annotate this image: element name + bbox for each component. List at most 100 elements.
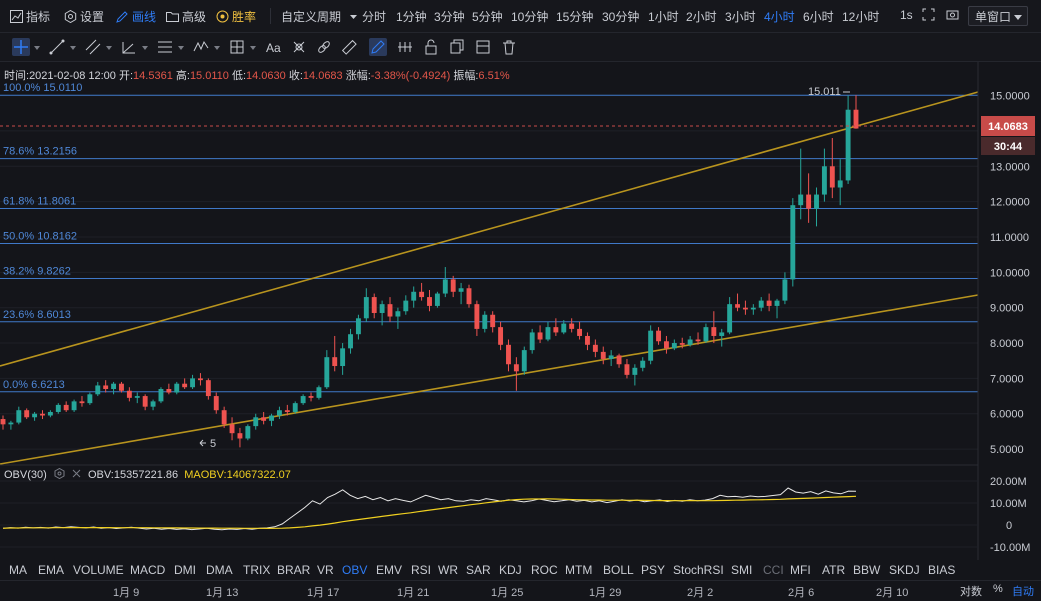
- copy-tool[interactable]: [448, 38, 466, 56]
- indicator-tab-emv[interactable]: EMV: [376, 563, 403, 577]
- candle-body[interactable]: [624, 364, 630, 375]
- candle-body[interactable]: [300, 396, 306, 404]
- candle-body[interactable]: [790, 205, 796, 280]
- chart-area[interactable]: 100.0% 15.0110 78.6% 13.2156 61.8% 11.8061…: [0, 62, 1041, 580]
- log-scale-toggle[interactable]: 对数: [960, 586, 982, 598]
- candle-body[interactable]: [782, 279, 788, 301]
- candle-body[interactable]: [774, 300, 780, 306]
- period-tab-4h[interactable]: 4小时: [764, 10, 795, 24]
- candle-body[interactable]: [308, 396, 314, 398]
- channel-tool[interactable]: [84, 38, 102, 56]
- indicator-tab-sar[interactable]: SAR: [466, 563, 491, 577]
- candle-body[interactable]: [648, 330, 654, 361]
- candle-body[interactable]: [837, 180, 843, 188]
- candle-body[interactable]: [758, 300, 764, 308]
- window-mode-select[interactable]: 单窗口: [968, 6, 1028, 26]
- unlock-tool[interactable]: [422, 38, 440, 56]
- indicator-tab-mtm[interactable]: MTM: [565, 563, 593, 577]
- angle-tool[interactable]: [120, 38, 138, 56]
- candle-body[interactable]: [316, 387, 322, 398]
- indicator-tab-psy[interactable]: PSY: [641, 563, 666, 577]
- candle-body[interactable]: [498, 327, 504, 345]
- candle-body[interactable]: [166, 388, 172, 393]
- indicator-tab-boll[interactable]: BOLL: [603, 563, 634, 577]
- measure-tool[interactable]: [228, 38, 246, 56]
- candle-body[interactable]: [798, 194, 804, 206]
- candle-body[interactable]: [513, 364, 519, 372]
- candle-body[interactable]: [134, 396, 140, 398]
- candle-body[interactable]: [663, 341, 669, 349]
- candle-body[interactable]: [190, 378, 196, 388]
- indicator-tab-ma[interactable]: MA: [9, 563, 27, 577]
- period-tab-2h[interactable]: 2小时: [686, 10, 717, 24]
- candle-body[interactable]: [24, 410, 30, 418]
- candle-body[interactable]: [521, 350, 527, 372]
- candle-body[interactable]: [150, 401, 156, 407]
- candle-body[interactable]: [47, 411, 53, 416]
- period-tab-3min[interactable]: 3分钟: [434, 10, 465, 24]
- draw-mode-tool[interactable]: [369, 38, 387, 56]
- indicator-tab-ema[interactable]: EMA: [38, 563, 65, 577]
- lock-tool[interactable]: [396, 38, 414, 56]
- delete-tool[interactable]: [500, 38, 518, 56]
- candle-body[interactable]: [111, 383, 117, 389]
- percent-scale-toggle[interactable]: %: [993, 583, 1003, 595]
- candle-body[interactable]: [703, 327, 709, 342]
- candle-body[interactable]: [695, 339, 701, 342]
- candle-body[interactable]: [632, 367, 638, 375]
- candle-body[interactable]: [829, 166, 835, 188]
- candle-body[interactable]: [616, 355, 622, 365]
- draw-button[interactable]: 画线: [116, 8, 156, 25]
- indicator-tab-dmi[interactable]: DMI: [174, 563, 196, 577]
- candle-body[interactable]: [198, 378, 203, 381]
- candle-body[interactable]: [158, 388, 164, 402]
- candle-body[interactable]: [506, 344, 511, 365]
- period-tab-15min[interactable]: 15分钟: [556, 10, 594, 24]
- candle-body[interactable]: [126, 390, 132, 398]
- candle-body[interactable]: [577, 328, 583, 336]
- candle-body[interactable]: [269, 415, 274, 421]
- custom-period-dropdown[interactable]: 自定义周期: [281, 8, 363, 25]
- candle-body[interactable]: [474, 304, 480, 329]
- candle-body[interactable]: [450, 279, 456, 292]
- screenshot-button[interactable]: [946, 8, 962, 22]
- chevron-down-icon[interactable]: [106, 46, 112, 50]
- candle-body[interactable]: [482, 314, 488, 329]
- candle-body[interactable]: [87, 394, 93, 404]
- candle-body[interactable]: [371, 297, 377, 313]
- wave-tool[interactable]: [192, 38, 210, 56]
- candle-body[interactable]: [142, 396, 148, 407]
- candle-body[interactable]: [458, 288, 464, 292]
- candle-body[interactable]: [742, 307, 748, 310]
- period-tab-1min[interactable]: 1分钟: [396, 10, 427, 24]
- candle-body[interactable]: [814, 194, 819, 209]
- indicator-tab-skdj[interactable]: SKDJ: [889, 563, 920, 577]
- text-tool[interactable]: Aa: [264, 38, 282, 56]
- candle-body[interactable]: [569, 323, 575, 329]
- candle-body[interactable]: [261, 417, 267, 421]
- magnet-tool[interactable]: [290, 38, 308, 56]
- period-tab-12h[interactable]: 12小时: [842, 10, 880, 24]
- channel-upper-line[interactable]: [0, 91, 979, 367]
- candle-body[interactable]: [561, 323, 567, 333]
- period-tab-1h[interactable]: 1小时: [648, 10, 679, 24]
- advanced-button[interactable]: 高级: [166, 8, 206, 25]
- candle-body[interactable]: [821, 166, 827, 195]
- channel-lower-line[interactable]: [0, 294, 979, 465]
- indicator-tab-obv[interactable]: OBV: [342, 563, 368, 577]
- period-tab-6h[interactable]: 6小时: [803, 10, 834, 24]
- candle-body[interactable]: [182, 383, 188, 388]
- indicator-tab-bias[interactable]: BIAS: [928, 563, 956, 577]
- candle-body[interactable]: [845, 109, 851, 181]
- candle-body[interactable]: [608, 355, 614, 359]
- candle-body[interactable]: [245, 426, 251, 439]
- trend-line-tool[interactable]: [48, 38, 66, 56]
- chevron-down-icon[interactable]: [214, 46, 220, 50]
- candle-body[interactable]: [16, 410, 22, 423]
- candle-body[interactable]: [253, 417, 259, 427]
- indicator-tab-stochrsi[interactable]: StochRSI: [673, 563, 724, 577]
- candle-body[interactable]: [363, 297, 369, 319]
- indicator-tab-rsi[interactable]: RSI: [411, 563, 432, 577]
- fullscreen-button[interactable]: [922, 8, 938, 22]
- indicator-tab-trix[interactable]: TRIX: [243, 563, 271, 577]
